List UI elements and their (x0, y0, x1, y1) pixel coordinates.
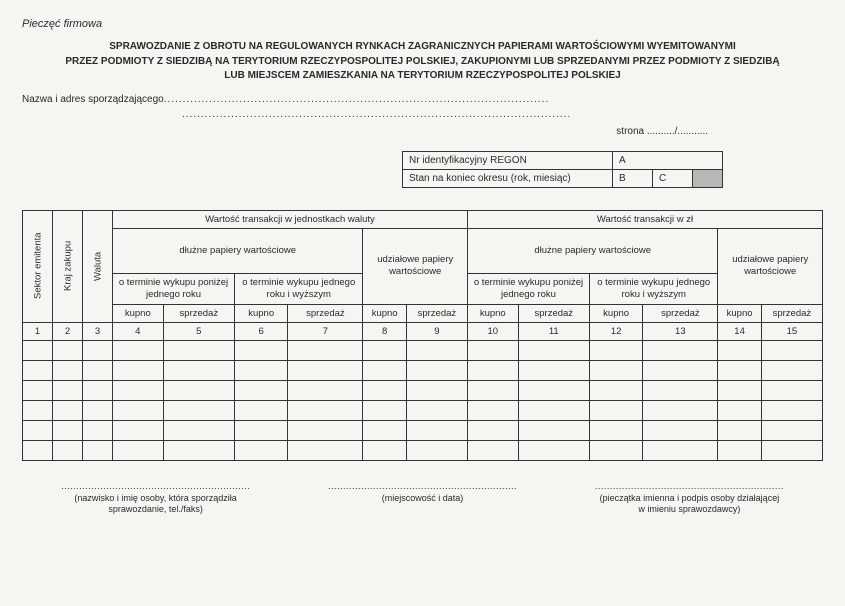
t2-a: o terminie wykupu jednego roku i wyższym (235, 273, 363, 304)
dpw-2: dłużne papiery wartościowe (467, 228, 717, 273)
n8: 8 (363, 322, 406, 340)
group-pln: Wartość transakcji w zł (467, 210, 822, 228)
page-label: strona (616, 126, 644, 137)
preparer-dots-1: ........................................… (164, 94, 549, 105)
table-row (23, 440, 823, 460)
period-row: Stan na koniec okresu (rok, miesiąc) B C (403, 169, 723, 187)
table-row (23, 340, 823, 360)
table-row (23, 360, 823, 380)
preparer-label: Nazwa i adres sporządzającego (22, 94, 164, 105)
n4: 4 (113, 322, 164, 340)
preparer-name-line: Nazwa i adres sporządzającego...........… (22, 94, 823, 105)
upw-1: udziałowe papiery wartościowe (363, 228, 467, 304)
t1-b: o terminie wykupu poniżej jednego roku (467, 273, 589, 304)
s7: sprzedaż (288, 304, 363, 322)
identifier-table: Nr identyfikacyjny REGON A Stan na konie… (402, 151, 723, 188)
regon-label: Nr identyfikacyjny REGON (403, 151, 613, 169)
t2-b: o terminie wykupu jednego roku i wyższym (589, 273, 717, 304)
n2: 2 (53, 322, 83, 340)
s5: sprzedaż (163, 304, 234, 322)
n9: 9 (406, 322, 467, 340)
n1: 1 (23, 322, 53, 340)
upw-2: udziałowe papiery wartościowe (718, 228, 823, 304)
n12: 12 (589, 322, 642, 340)
document-title: SPRAWOZDANIE Z OBROTU NA REGULOWANYCH RY… (22, 40, 823, 84)
period-label: Stan na koniec okresu (rok, miesiąc) (403, 169, 613, 187)
n15: 15 (761, 322, 822, 340)
col-currency: Waluta (83, 210, 113, 322)
s13: sprzedaż (643, 304, 718, 322)
k8: kupno (363, 304, 406, 322)
table-row (23, 420, 823, 440)
regon-row: Nr identyfikacyjny REGON A (403, 151, 723, 169)
n3: 3 (83, 322, 113, 340)
k6: kupno (235, 304, 288, 322)
company-stamp-label: Pieczęć firmowa (22, 18, 823, 30)
sig-dots-3: ........................................… (564, 481, 815, 491)
k14: kupno (718, 304, 761, 322)
title-line-2: PRZEZ PODMIOTY Z SIEDZIBĄ NA TERYTORIUM … (65, 56, 779, 67)
period-col-empty (693, 169, 723, 187)
title-line-1: SPRAWOZDANIE Z OBROTU NA REGULOWANYCH RY… (109, 41, 735, 52)
table-row (23, 400, 823, 420)
n10: 10 (467, 322, 518, 340)
sig-label-1: (nazwisko i imię osoby, która sporządził… (30, 493, 281, 516)
column-number-row: 1 2 3 4 5 6 7 8 9 10 11 12 13 14 15 (23, 322, 823, 340)
s9: sprzedaż (406, 304, 467, 322)
table-row (23, 380, 823, 400)
signature-row: ........................................… (22, 481, 823, 516)
k4: kupno (113, 304, 164, 322)
group-currency-units: Wartość transakcji w jednostkach waluty (113, 210, 468, 228)
n11: 11 (518, 322, 589, 340)
n6: 6 (235, 322, 288, 340)
col-sector: Sektor emitenta (23, 210, 53, 322)
sig-col-3: ........................................… (564, 481, 815, 516)
s11: sprzedaż (518, 304, 589, 322)
sig-label-3: (pieczątka imienna i podpis osoby działa… (564, 493, 815, 516)
sig-col-2: ........................................… (297, 481, 548, 516)
s15: sprzedaż (761, 304, 822, 322)
period-col-c: C (653, 169, 693, 187)
dpw-1: dłużne papiery wartościowe (113, 228, 363, 273)
regon-col-a: A (613, 151, 723, 169)
k10: kupno (467, 304, 518, 322)
page-dots: ........../........... (644, 126, 708, 137)
sig-label-2: (miejscowość i data) (297, 493, 548, 504)
title-line-3: LUB MIEJSCEM ZAMIESZKANIA NA TERYTORIUM … (224, 70, 621, 81)
n13: 13 (643, 322, 718, 340)
sig-dots-1: ........................................… (30, 481, 281, 491)
sig-col-1: ........................................… (30, 481, 281, 516)
col-country: Kraj zakupu (53, 210, 83, 322)
n7: 7 (288, 322, 363, 340)
t1-a: o terminie wykupu poniżej jednego roku (113, 273, 235, 304)
preparer-dots-2: ........................................… (22, 109, 823, 120)
page-indicator: strona ........../........... (22, 126, 823, 137)
sig-dots-2: ........................................… (297, 481, 548, 491)
period-col-b: B (613, 169, 653, 187)
n5: 5 (163, 322, 234, 340)
main-data-table: Sektor emitenta Kraj zakupu Waluta Warto… (22, 210, 823, 461)
n14: 14 (718, 322, 761, 340)
k12: kupno (589, 304, 642, 322)
